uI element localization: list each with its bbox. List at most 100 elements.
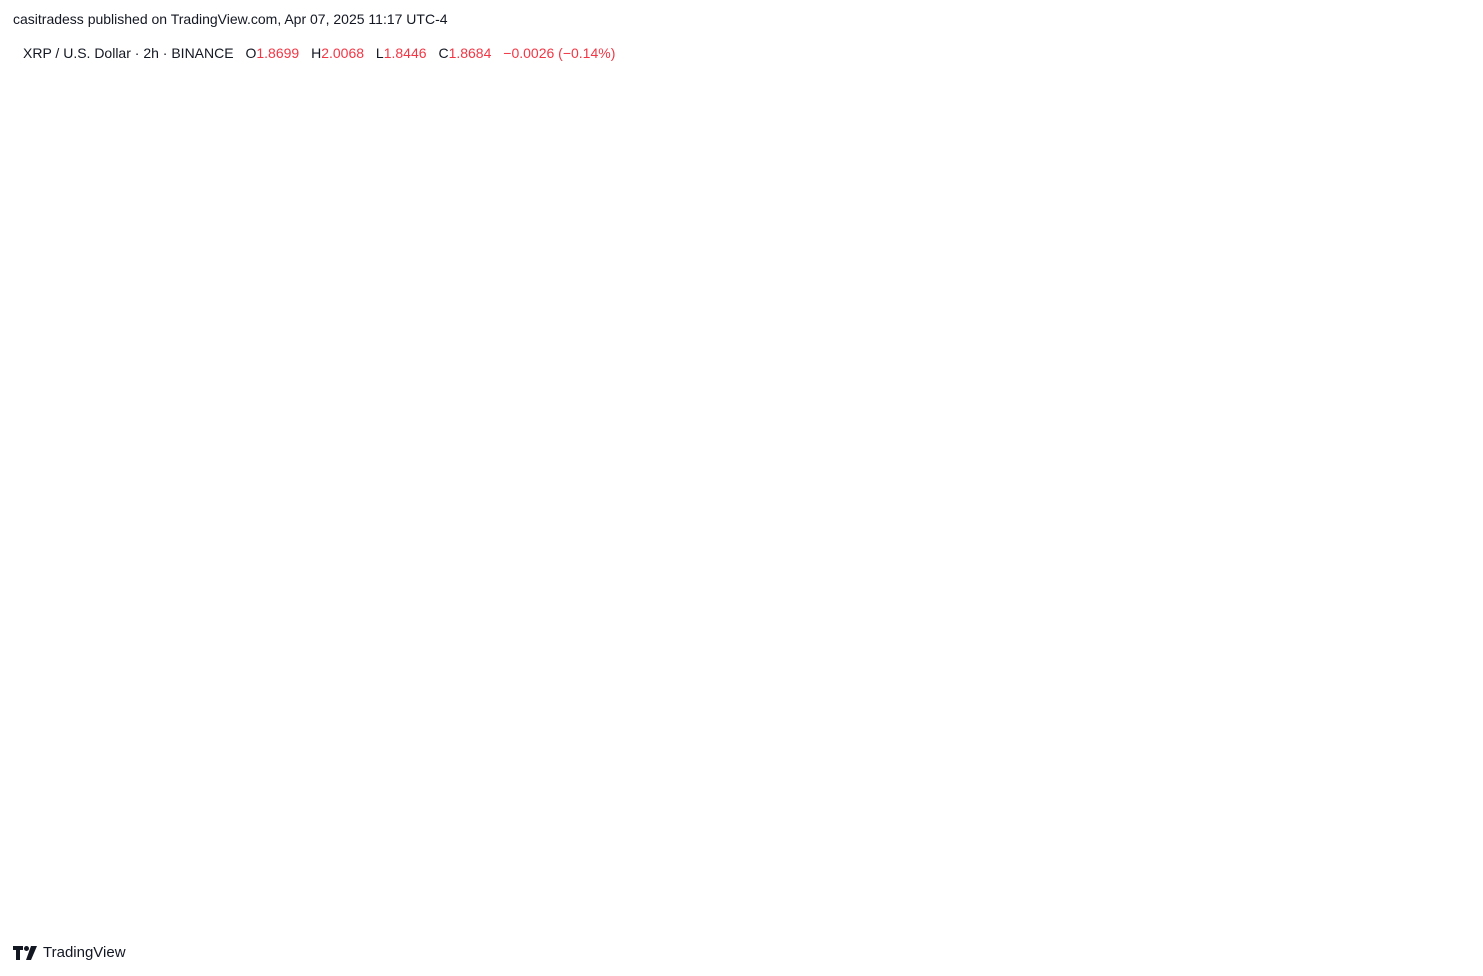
time-axis-label: 29 [79, 907, 95, 923]
wedge-trendline [13, 320, 602, 592]
candle [407, 491, 410, 514]
price-axis-label: 1.2000 [1416, 736, 1459, 752]
price-axis-label: 2.8000 [1416, 27, 1459, 43]
candle [262, 376, 265, 381]
candle [193, 325, 196, 332]
candle [179, 342, 182, 344]
candle [159, 349, 162, 353]
candle [339, 318, 342, 320]
candle [39, 229, 42, 235]
candle [342, 319, 345, 322]
low-label: L [375, 45, 384, 61]
candle [288, 370, 290, 372]
time-axis-label: 23 [935, 907, 951, 923]
time-axis-label: 25 [1003, 907, 1019, 923]
zone-resistance [402, 429, 670, 439]
candle [136, 321, 139, 325]
callout-box [908, 581, 975, 611]
change-value: −0.0026 (−0.14%) [503, 45, 616, 61]
rsi-ma-badge [1405, 844, 1458, 865]
zone-resistance [276, 312, 496, 327]
candle [313, 330, 316, 332]
symbol-title[interactable]: XRP / U.S. Dollar · 2h · BINANCE [23, 45, 234, 61]
candle [148, 336, 151, 341]
candle [37, 228, 40, 230]
projection-down-arrow [425, 430, 602, 590]
fib-level-label: 0.236 (2.6845) [1256, 57, 1347, 73]
candle [268, 384, 271, 390]
candle [294, 367, 296, 369]
candle [205, 318, 208, 323]
candle [236, 327, 239, 332]
time-axis-label: 3 [1281, 907, 1289, 923]
candle [308, 342, 311, 353]
candle [88, 337, 91, 345]
candle [185, 337, 188, 341]
candle [54, 269, 57, 283]
candle [108, 328, 111, 332]
candle [94, 346, 97, 348]
rsi-ma-legend: 28.58 [69, 773, 104, 789]
candle [45, 238, 48, 244]
candle [362, 330, 365, 332]
candle [202, 313, 205, 319]
rsi-axis-label: 60.00 [1414, 786, 1449, 802]
candle [188, 334, 191, 338]
candle [79, 318, 82, 323]
candle [393, 433, 396, 456]
symbol-tag [1340, 439, 1402, 457]
close-label: C [438, 45, 449, 61]
candle [174, 344, 177, 350]
candle [399, 477, 402, 490]
callout-label: 1.9000 [595, 395, 638, 411]
time-axis-label: 7 [391, 907, 399, 923]
price-axis-label: 2.4000 [1416, 204, 1459, 220]
candle [73, 309, 76, 314]
zone-target [450, 586, 1235, 650]
callout-label: 1.5426 [852, 528, 895, 544]
candle [216, 322, 219, 325]
candle [128, 312, 131, 316]
candle [336, 318, 339, 320]
candle [68, 303, 71, 307]
time-axis-label: Apr [177, 907, 202, 923]
candle [405, 501, 408, 514]
candle [125, 309, 128, 313]
price-axis-label: 1.5000 [1416, 603, 1459, 619]
callout-label: 1.4542 [920, 587, 963, 603]
callout-box [840, 522, 906, 552]
candle [59, 288, 62, 295]
candle [182, 340, 185, 343]
candle [133, 318, 136, 322]
candle [251, 350, 254, 368]
candle [239, 322, 242, 328]
candle [111, 325, 114, 329]
callout-anchor [502, 429, 511, 438]
candle [176, 343, 179, 345]
candle [22, 220, 25, 223]
candle [91, 344, 94, 347]
candle [379, 368, 382, 377]
bar-countdown-text: 42:42 [1415, 456, 1450, 472]
candle [199, 313, 202, 320]
rsi-value-badge [1405, 820, 1458, 841]
candle [330, 321, 333, 323]
chart-frame [12, 32, 1471, 931]
small-fib-label: 0.618 (1.8772) [413, 451, 498, 466]
candle [328, 322, 331, 325]
candle [51, 256, 54, 270]
zone-support [51, 312, 279, 327]
candle [382, 376, 385, 388]
open-label: O [245, 45, 257, 61]
time-axis-label: 9 [459, 907, 467, 923]
candle [62, 294, 65, 301]
candle [245, 318, 248, 335]
candle [168, 353, 171, 359]
candle [256, 370, 259, 374]
candle [131, 315, 134, 319]
candle [210, 325, 213, 328]
candle [325, 324, 328, 326]
time-axis-label: 29 [1140, 907, 1156, 923]
price-axis-label: 1.4000 [1416, 647, 1459, 663]
